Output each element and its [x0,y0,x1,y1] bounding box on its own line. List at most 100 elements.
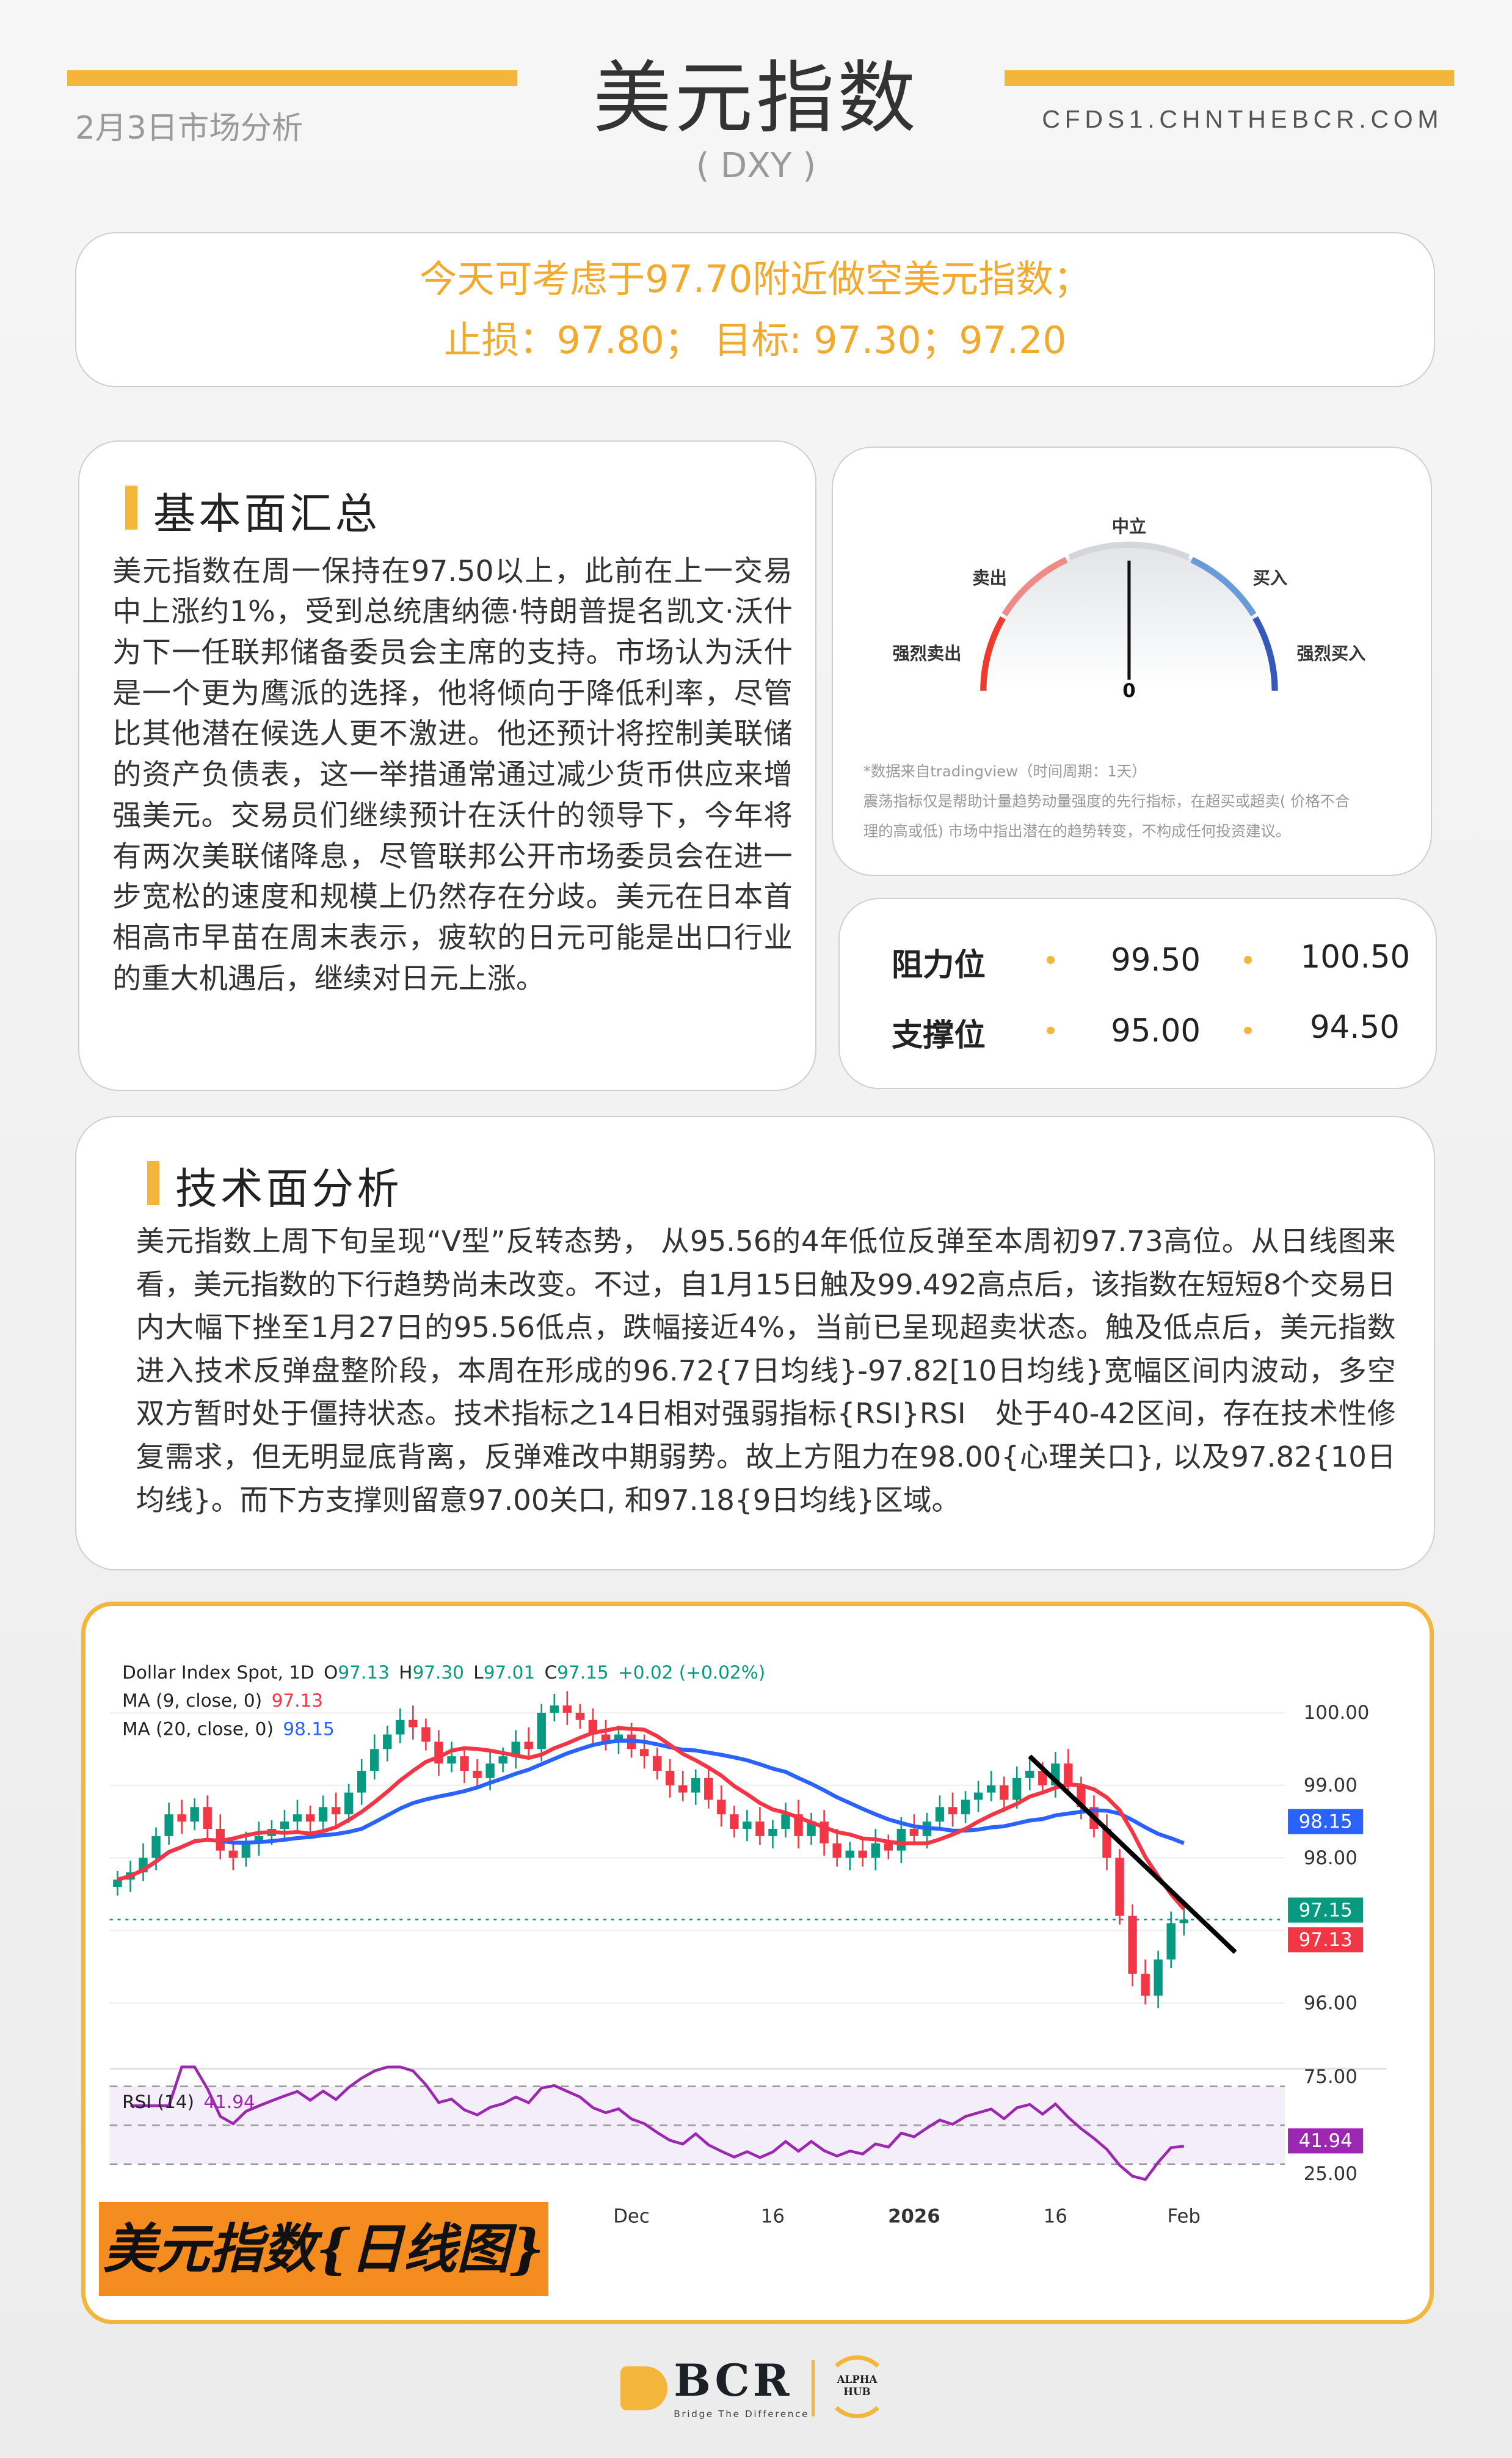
candle [498,1756,507,1764]
bullet-icon [1244,956,1252,964]
candle [383,1734,392,1749]
candle [151,1836,161,1858]
technical-title: 技术面分析 [147,1154,402,1216]
gauge-segment-sell [1002,557,1068,617]
header-bar-right [1004,70,1455,87]
candle [241,1843,251,1858]
time-axis-label: 16 [761,2205,785,2227]
gauge-disclaimer-1: 震荡指标仅是帮助计量趋势动量强度的先行指标，在超买或超卖( 价格不合 [863,792,1350,811]
candle [948,1807,958,1815]
candle [614,1734,623,1742]
gauge-value: 0 [1123,680,1136,702]
resistance-label: 阻力位 [891,946,986,983]
candle [511,1741,520,1757]
candle [357,1770,366,1793]
rsi-badge [1288,2128,1364,2154]
gauge-disclaimer-2: 理的高或低) 市场中指出潜在的趋势转变，不构成任何投资建议。 [863,822,1291,840]
candle [999,1785,1009,1800]
price-badge-label: 97.15 [1299,1899,1353,1921]
price-badge [1288,1809,1364,1834]
rsi-badge-label: 41.94 [1299,2130,1353,2152]
trendline [1028,1754,1237,1954]
price-axis-label: 99.00 [1304,1774,1358,1796]
candle [409,1720,418,1727]
candle [203,1807,212,1829]
chart-caption: 美元指数{日线图} [98,2201,549,2296]
candle [575,1712,585,1720]
candle [1179,1919,1188,1924]
candle [961,1800,970,1815]
candle [665,1770,675,1785]
time-axis-label: Feb [1167,2205,1200,2227]
callout-line-2: 止损：97.80； 目标: 97.30；97.20 [443,318,1067,363]
gauge-label-strong-sell: 强烈卖出 [893,644,962,664]
gauge-label-neutral: 中立 [1112,517,1146,537]
candle [254,1836,264,1844]
bullet-icon [1046,1026,1055,1035]
price-axis-label: 96.00 [1304,1992,1358,2014]
fundamentals-card: 基本面汇总 美元指数在周一保持在97.50以上，此前在上一交易中上涨约1%，受到… [78,440,816,1091]
candle [164,1814,173,1836]
levels-card [838,898,1437,1090]
gauge-label-sell: 卖出 [973,568,1007,588]
time-axis-label: 16 [1044,2205,1067,2227]
price-badge-label: 98.15 [1299,1811,1353,1833]
time-axis-label: 2026 [888,2205,940,2227]
candle [730,1814,739,1829]
candle [909,1828,919,1836]
page-title: 美元指数 [593,53,919,145]
gauge-segment-buy [1190,557,1257,617]
candle [1064,1763,1073,1785]
bcr-logo-icon [620,2366,668,2411]
alpha-hub-logo-icon [826,2355,889,2419]
ma20-legend: MA (20, close, 0) 98.15 [122,1718,335,1739]
technical-body: 美元指数上周下旬呈现“V型”反转态势， 从95.56的4年低位反弹至本周初97.… [136,1225,1396,1517]
candle [344,1792,354,1815]
bullet-icon [1244,1026,1252,1035]
candle [396,1720,405,1735]
candle [1038,1770,1047,1785]
candle [986,1785,996,1793]
candle [639,1749,649,1757]
rsi-legend: RSI (14) 41.94 [122,2091,255,2112]
candle [1166,1923,1176,1960]
footer-logo: BCR Bridge The Difference ALPHA HUB [620,2354,903,2429]
candle [858,1850,867,1858]
rsi-line [130,2065,1184,2181]
candle [550,1705,559,1713]
gauge-source-note: *数据来自tradingview（时间周期：1天） [863,762,1147,781]
candle [691,1778,700,1793]
page-subtitle: ( DXY ) [696,145,816,186]
candle [1012,1778,1022,1800]
candle [871,1843,880,1858]
chart-symbol: Dollar Index Spot, 1D O97.13 H97.30 L97.01 C… [122,1662,765,1683]
ma9-line [117,1726,1186,1911]
candle [601,1734,611,1742]
candle [305,1814,315,1822]
candle [370,1749,379,1771]
candle [1115,1858,1124,1916]
candle [1141,1974,1150,1996]
date-label: 2月3日市场分析 [75,109,303,147]
candle [190,1807,199,1822]
support-value-1: 95.00 [1111,1012,1201,1049]
candle [1102,1828,1111,1858]
candle [293,1814,302,1822]
rsi-axis-label: 25.00 [1304,2163,1358,2185]
candle [704,1778,713,1800]
price-axis-label: 98.00 [1304,1847,1358,1869]
candle [973,1792,983,1800]
header-bar-left [67,70,517,87]
candle [845,1850,854,1858]
gauge-label-buy: 买入 [1253,568,1287,588]
gauge-segment-strong-sell [980,616,1006,691]
resistance-value-2: 100.50 [1300,938,1411,976]
alpha-hub-logo-text: ALPHA HUB [837,2372,878,2398]
candle [884,1843,893,1851]
candle [755,1822,765,1836]
website-link[interactable]: CFDS1.CHNTHEBCR.COM [1042,104,1444,133]
candle [832,1843,841,1858]
candle [1154,1959,1163,1996]
candle [1128,1916,1137,1974]
